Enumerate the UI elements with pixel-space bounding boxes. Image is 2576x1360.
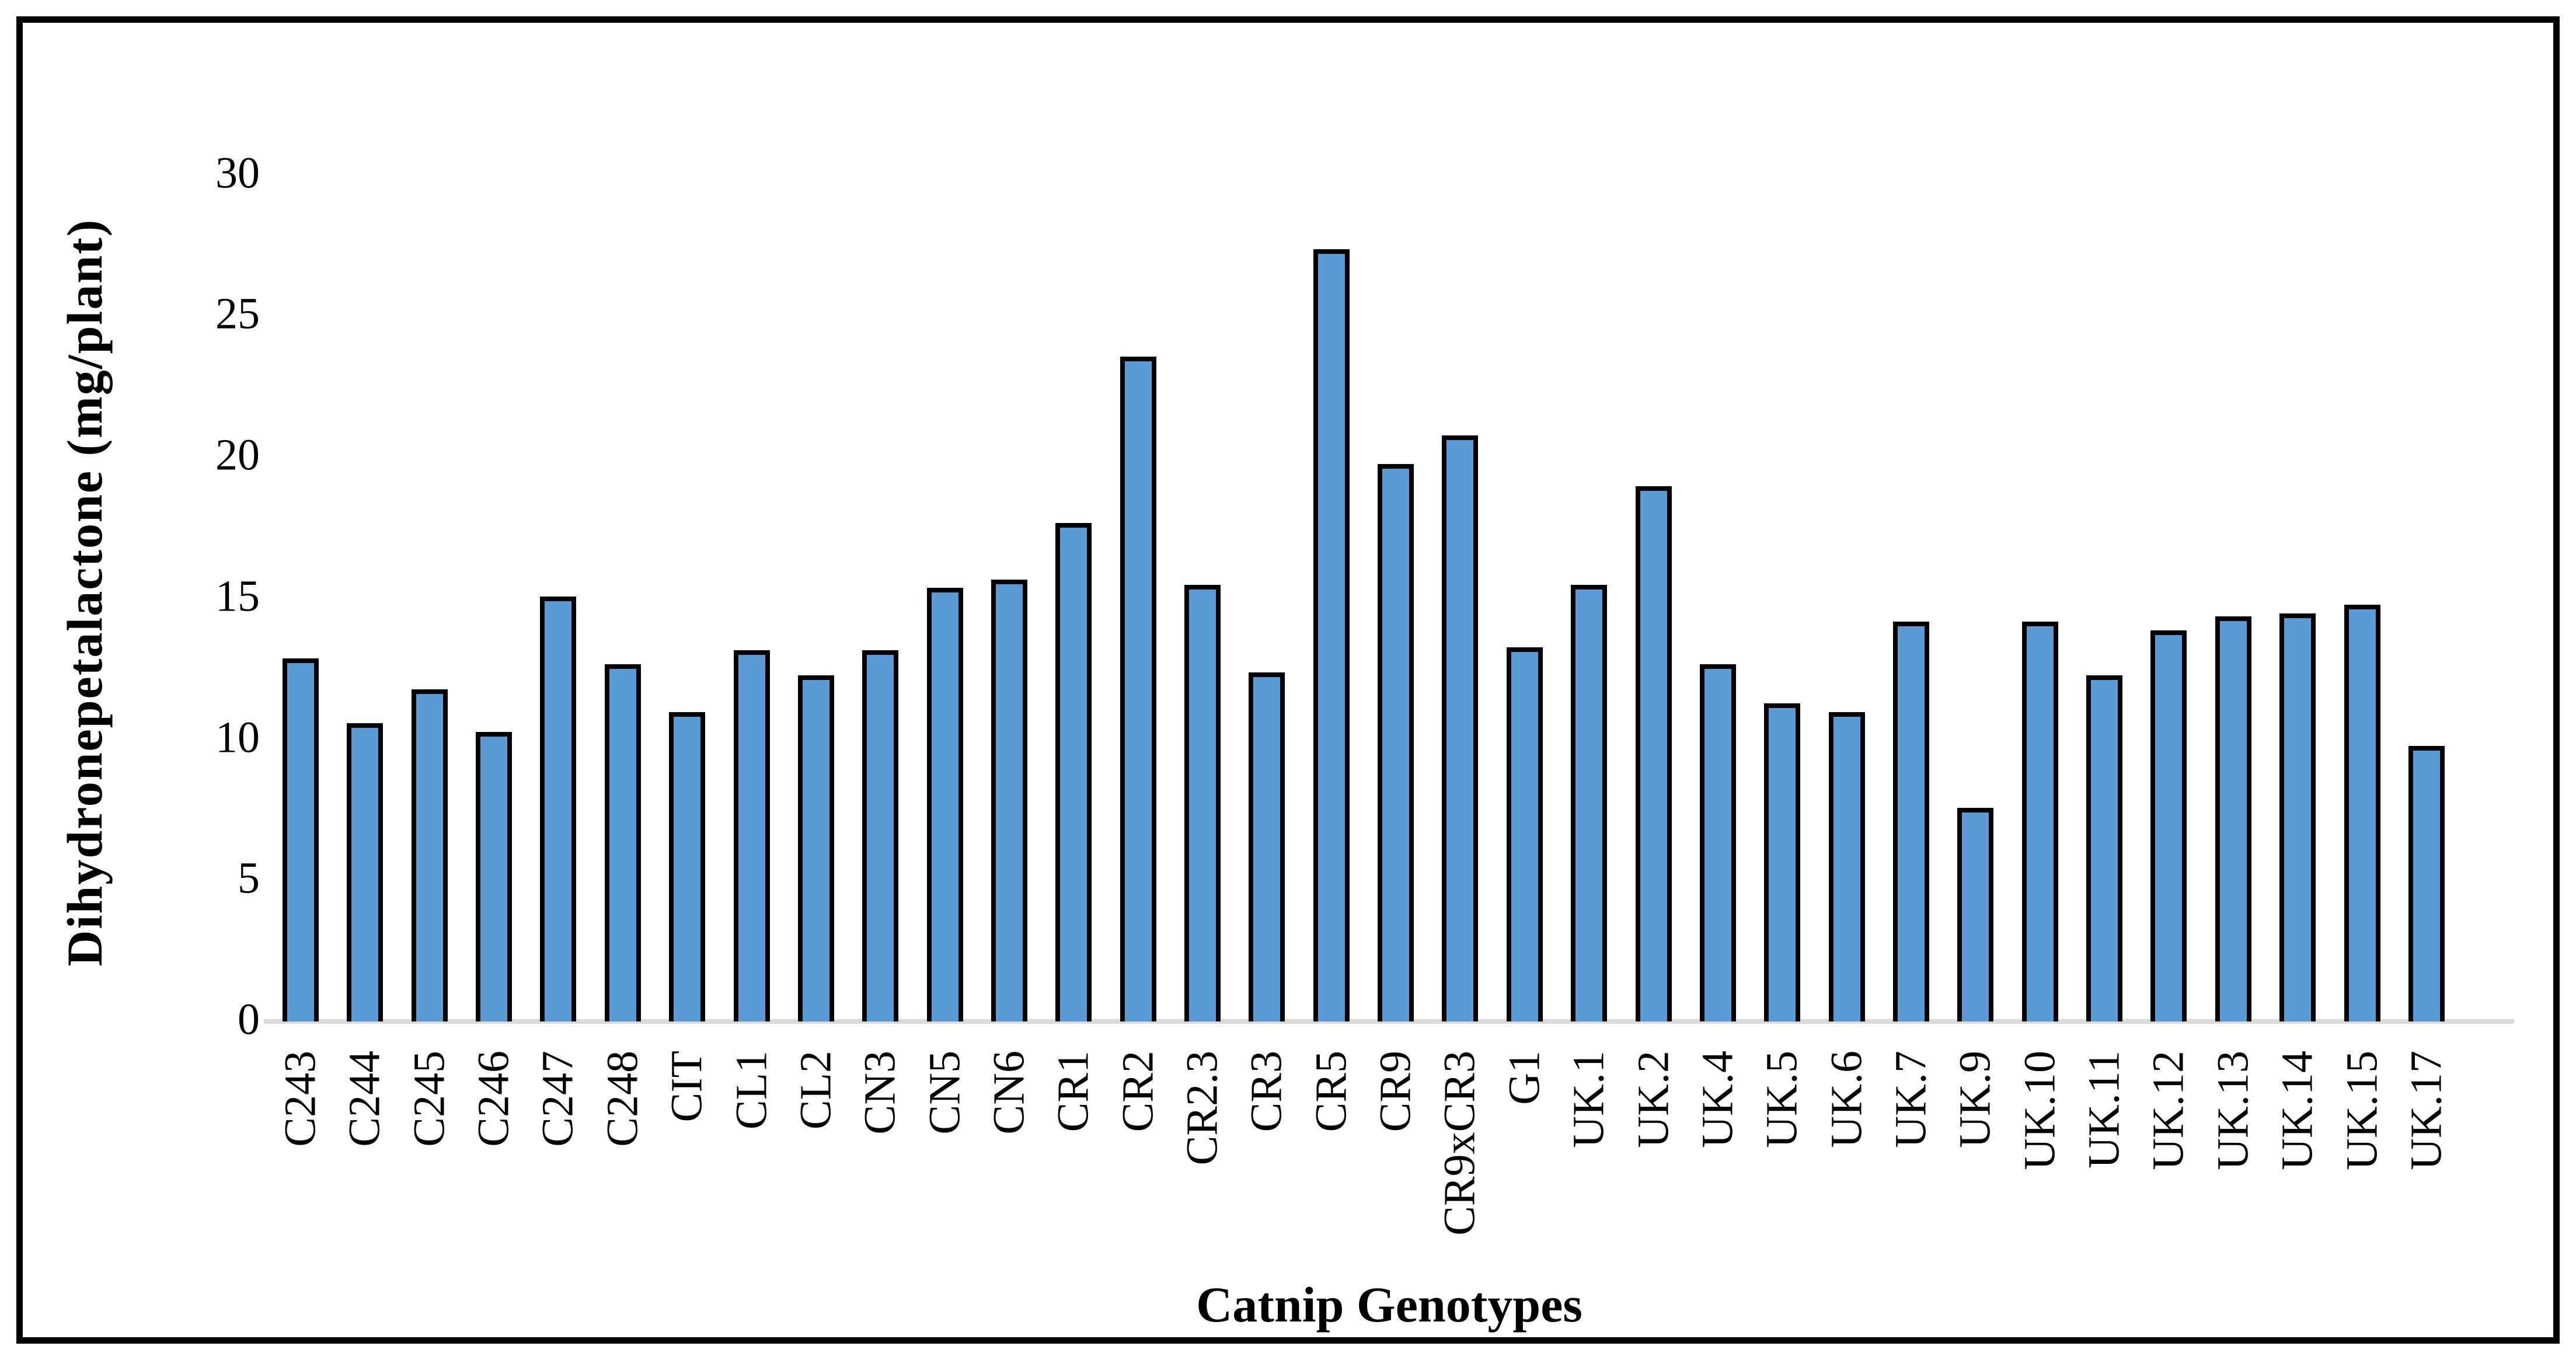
x-category-label: CN3 — [855, 1051, 905, 1135]
x-category-label: UK.15 — [2337, 1051, 2387, 1170]
x-category-label: CL1 — [727, 1051, 776, 1130]
x-category-label: UK.13 — [2208, 1051, 2258, 1170]
bar-CL1 — [733, 650, 770, 1021]
x-category-label: C245 — [405, 1051, 454, 1147]
x-category-label: UK.12 — [2143, 1051, 2193, 1170]
bar-UK.14 — [2279, 613, 2316, 1021]
bar-G1 — [1506, 647, 1543, 1021]
y-tick-label: 30 — [215, 148, 260, 197]
x-category-label: UK.17 — [2401, 1051, 2451, 1170]
x-category-label: C244 — [340, 1051, 389, 1147]
bar-UK.15 — [2344, 605, 2380, 1021]
x-category-label: C243 — [276, 1051, 325, 1147]
x-category-label: UK.9 — [1950, 1051, 2000, 1148]
bar-C247 — [540, 596, 577, 1021]
bar-CN6 — [991, 579, 1027, 1021]
bar-C243 — [283, 658, 319, 1021]
x-category-label: CR9 — [1371, 1051, 1420, 1132]
y-tick-label: 10 — [215, 713, 260, 762]
bar-UK.2 — [1635, 486, 1672, 1021]
x-category-label: UK.1 — [1564, 1051, 1613, 1148]
y-axis-title: Dihydronepetalactone (mg/plant) — [57, 218, 113, 967]
y-tick-label: 5 — [238, 853, 260, 903]
x-category-label: UK.4 — [1693, 1051, 1742, 1148]
bar-UK.17 — [2408, 746, 2445, 1021]
x-axis-line — [264, 1019, 2514, 1024]
bar-UK.1 — [1571, 585, 1608, 1021]
bar-UK.12 — [2150, 630, 2187, 1021]
x-category-label: CR9xCR3 — [1435, 1051, 1484, 1236]
y-tick-label: 25 — [215, 289, 260, 339]
x-category-label: CL2 — [791, 1051, 841, 1130]
bar-CR9xCR3 — [1442, 435, 1479, 1021]
bar-UK.6 — [1828, 712, 1865, 1021]
bar-UK.7 — [1893, 622, 1929, 1021]
bar-UK.13 — [2215, 616, 2251, 1021]
bar-UK.4 — [1699, 664, 1736, 1021]
bar-CR2.3 — [1184, 585, 1221, 1021]
x-category-label: CR2.3 — [1177, 1051, 1227, 1166]
bar-C248 — [604, 664, 641, 1021]
x-category-label: UK.6 — [1822, 1051, 1871, 1148]
bar-CR2 — [1120, 356, 1156, 1021]
bar-CR5 — [1313, 249, 1350, 1021]
x-category-label: UK.7 — [1886, 1051, 1936, 1148]
bar-UK.5 — [1764, 703, 1801, 1021]
bar-CL2 — [797, 675, 834, 1021]
bar-CN3 — [862, 650, 899, 1021]
x-axis-title: Catnip Genotypes — [1196, 1277, 1582, 1333]
y-tick-label: 0 — [238, 995, 260, 1044]
x-category-label: C248 — [598, 1051, 647, 1147]
x-category-label: C246 — [469, 1051, 518, 1147]
x-category-label: C247 — [533, 1051, 583, 1147]
bar-CR3 — [1249, 672, 1285, 1021]
x-category-label: UK.10 — [2015, 1051, 2065, 1170]
bar-UK.11 — [2086, 675, 2123, 1021]
bar-CR1 — [1055, 523, 1092, 1021]
x-category-label: UK.14 — [2272, 1051, 2322, 1170]
bar-UK.10 — [2021, 622, 2058, 1021]
x-category-label: UK.2 — [1629, 1051, 1678, 1148]
x-category-label: UK.5 — [1757, 1051, 1807, 1148]
x-category-label: G1 — [1500, 1051, 1549, 1105]
bar-CR9 — [1378, 463, 1414, 1021]
x-category-label: CR3 — [1242, 1051, 1291, 1132]
y-tick-label: 15 — [215, 571, 260, 621]
bar-CN5 — [926, 588, 963, 1021]
bar-C246 — [476, 731, 513, 1021]
bar-UK.9 — [1957, 808, 1994, 1021]
bar-CIT — [669, 712, 706, 1021]
y-tick-label: 20 — [215, 430, 260, 480]
x-category-label: UK.11 — [2079, 1051, 2129, 1169]
x-category-label: CN5 — [920, 1051, 970, 1135]
x-category-label: CN6 — [984, 1051, 1034, 1135]
x-category-label: CR5 — [1306, 1051, 1356, 1132]
figure-border — [16, 16, 2560, 1344]
x-category-label: CR2 — [1113, 1051, 1163, 1132]
x-category-label: CR1 — [1048, 1051, 1098, 1132]
bar-C244 — [347, 723, 384, 1021]
bar-C245 — [411, 689, 448, 1021]
x-category-label: CIT — [662, 1051, 712, 1122]
